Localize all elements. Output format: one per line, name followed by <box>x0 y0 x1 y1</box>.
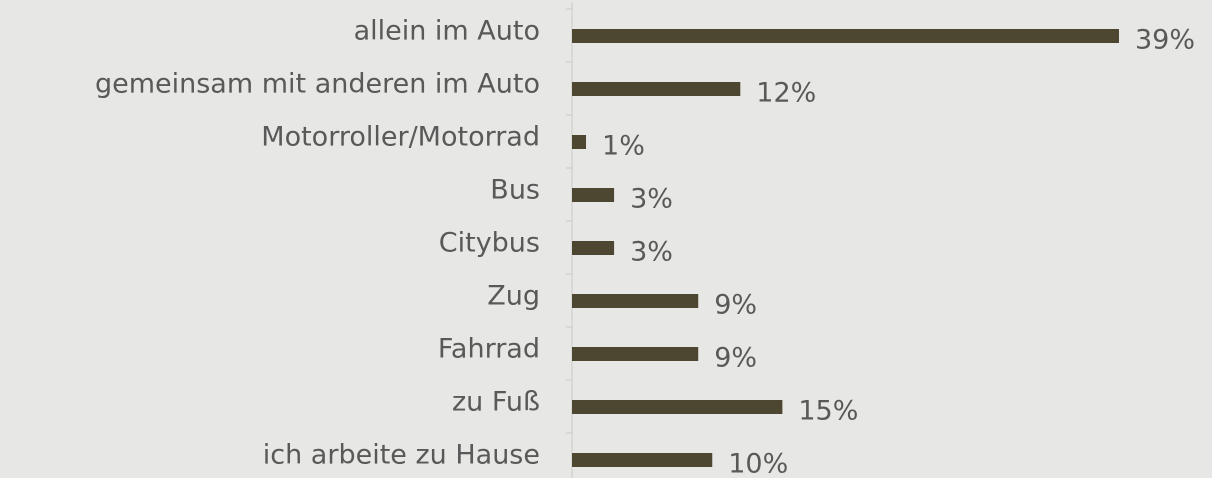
bar <box>572 241 615 255</box>
bar <box>572 29 1119 43</box>
value-label: 9% <box>714 290 757 321</box>
value-label: 10% <box>728 449 788 478</box>
value-label: 39% <box>1135 25 1195 56</box>
category-label: allein im Auto <box>354 16 540 47</box>
value-label: 12% <box>756 78 816 109</box>
category-label: Motorroller/Motorrad <box>261 122 540 153</box>
bar <box>572 188 615 202</box>
bar <box>572 400 783 414</box>
category-label: Fahrrad <box>438 334 540 365</box>
category-label: Zug <box>487 281 540 312</box>
bar <box>572 347 699 361</box>
bar <box>572 294 699 308</box>
value-label: 3% <box>630 184 673 215</box>
value-label: 9% <box>714 343 757 374</box>
category-label: Citybus <box>439 228 540 259</box>
value-label: 3% <box>630 237 673 268</box>
bar <box>572 82 741 96</box>
category-label: ich arbeite zu Hause <box>263 440 540 471</box>
category-label: Bus <box>490 175 540 206</box>
category-label: gemeinsam mit anderen im Auto <box>95 69 540 100</box>
bar <box>572 135 587 149</box>
value-label: 15% <box>798 396 858 427</box>
category-label: zu Fuß <box>452 387 540 418</box>
value-label: 1% <box>602 131 645 162</box>
bar <box>572 453 713 467</box>
